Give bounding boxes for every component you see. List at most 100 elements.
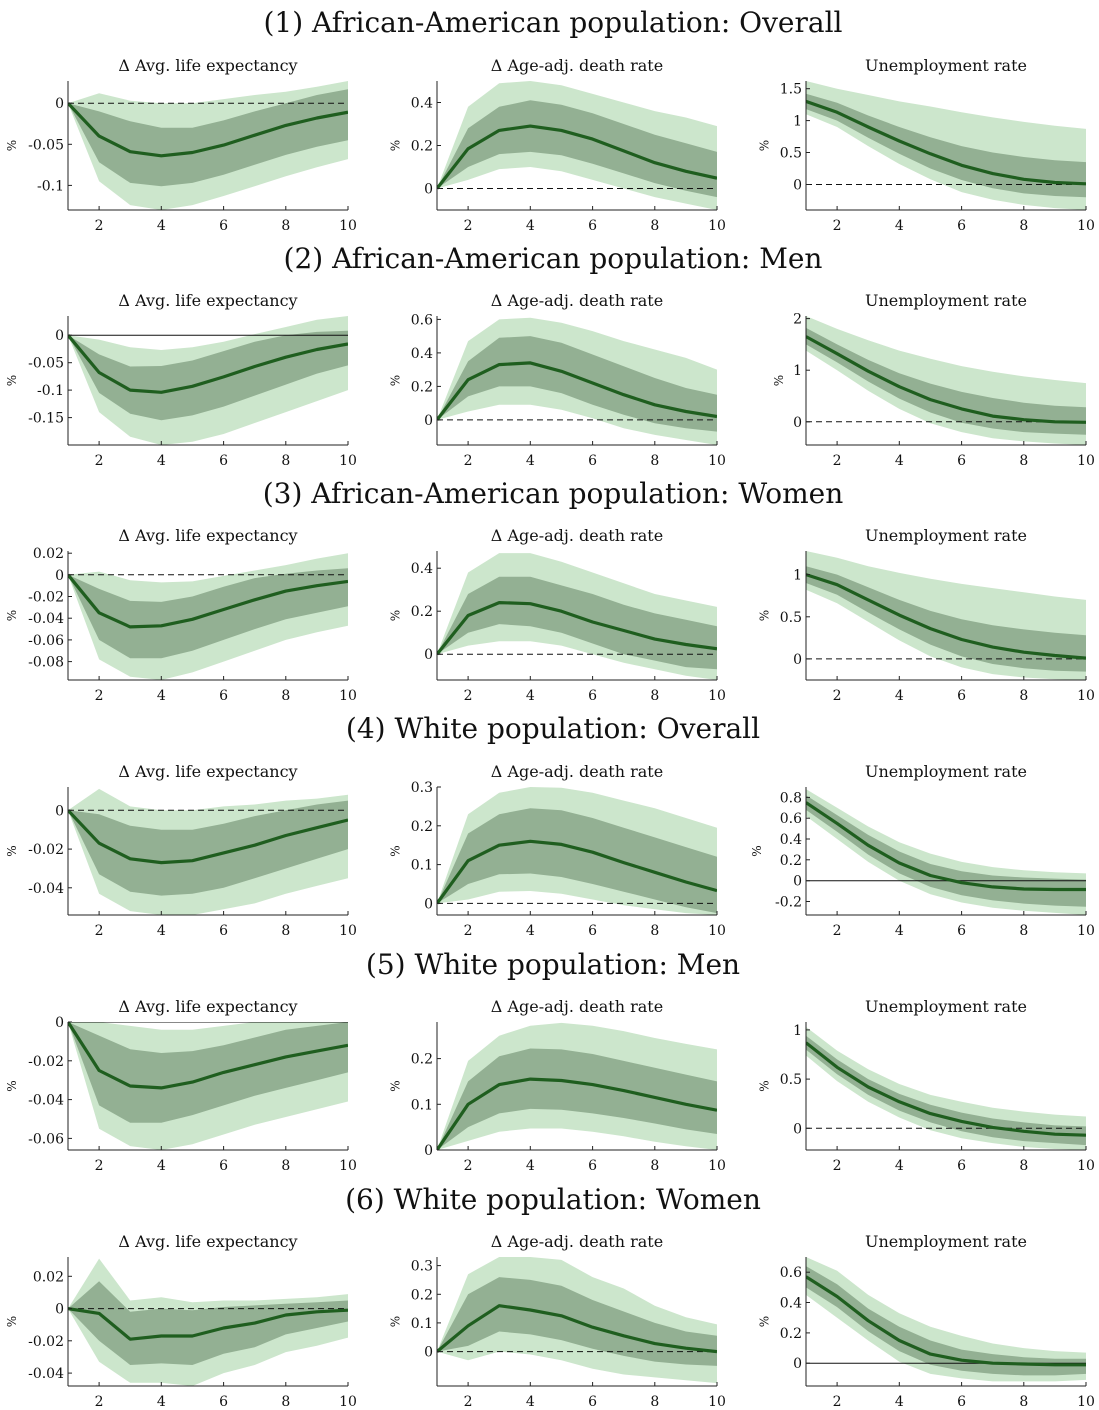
y-tick-label: 0.5 xyxy=(780,610,802,626)
chart-title: Unemployment rate xyxy=(865,291,1027,310)
x-tick-label: 4 xyxy=(526,923,535,939)
y-axis-label: % xyxy=(5,375,19,386)
x-tick-label: 8 xyxy=(281,218,290,234)
y-tick-label: 0 xyxy=(55,1015,64,1031)
y-tick-label: 2 xyxy=(793,312,802,328)
x-tick-label: 4 xyxy=(895,1394,904,1410)
plot-area xyxy=(68,553,348,680)
y-tick-label: 0 xyxy=(793,415,802,431)
y-tick-label: 0 xyxy=(55,96,64,112)
x-tick-label: 6 xyxy=(957,218,966,234)
plot-area xyxy=(437,317,717,445)
y-tick-label: -0.02 xyxy=(28,590,64,606)
x-tick-label: 8 xyxy=(281,1158,290,1174)
x-tick-label: 4 xyxy=(895,1158,904,1174)
x-tick-label: 2 xyxy=(95,923,104,939)
y-tick-label: 0.2 xyxy=(411,1287,433,1303)
confidence-band-inner xyxy=(806,566,1086,672)
chart-panel-3-3: 2 4 6 8 10 0 0.5 1% Unemployment rate xyxy=(757,526,1095,704)
response-line xyxy=(806,1275,1086,1367)
x-tick-label: 6 xyxy=(219,1158,228,1174)
chart-panel-4-1: 2 4 6 8 10 0 -0.02 -0.04% Δ Avg. life expectancy xyxy=(5,762,357,939)
chart-panel-1-2: 2 4 6 8 10 0 0.2 0.4% Δ Age-adj. death rate xyxy=(388,56,726,234)
y-axis-label: % xyxy=(388,375,402,386)
y-tick-label: 0.1 xyxy=(411,858,433,874)
x-tick-label: 4 xyxy=(157,1394,166,1410)
y-tick-label: 0.2 xyxy=(411,379,433,395)
y-tick-label: -0.02 xyxy=(28,1054,64,1070)
x-tick-label: 2 xyxy=(464,1394,473,1410)
plot-area xyxy=(437,1022,717,1150)
x-tick-label: 2 xyxy=(833,218,842,234)
x-tick-label: 4 xyxy=(157,688,166,704)
plot-area xyxy=(68,81,348,210)
chart-title: Unemployment rate xyxy=(865,997,1027,1016)
chart-panel-3-1: 2 4 6 8 10 0.02 0 -0.02 -0.04 -0.06 -0.08% Δ Avg. l… xyxy=(5,526,357,704)
x-tick-label: 10 xyxy=(339,1394,357,1410)
x-tick-label: 2 xyxy=(95,1158,104,1174)
x-tick-label: 4 xyxy=(157,453,166,469)
y-tick-label: 1 xyxy=(793,114,802,130)
y-tick-label: 0.5 xyxy=(780,146,802,162)
y-tick-label: 0.2 xyxy=(411,819,433,835)
y-tick-label: 0 xyxy=(793,1356,802,1372)
chart-panel-2-2: 2 4 6 8 10 0 0.2 0.4 0.6% Δ Age-adj. death rate xyxy=(388,291,726,469)
y-axis-label: % xyxy=(5,845,19,856)
x-tick-label: 8 xyxy=(281,923,290,939)
chart-title: Unemployment rate xyxy=(865,526,1027,545)
x-tick-label: 2 xyxy=(95,688,104,704)
y-tick-label: 0 xyxy=(55,328,64,344)
x-tick-label: 8 xyxy=(1019,1158,1028,1174)
y-tick-label: -0.15 xyxy=(28,411,64,427)
response-line xyxy=(806,801,1086,892)
x-tick-label: 2 xyxy=(833,923,842,939)
x-tick-label: 8 xyxy=(1019,1394,1028,1410)
response-line xyxy=(437,839,717,905)
y-axis-label: % xyxy=(388,1316,402,1327)
x-tick-label: 8 xyxy=(1019,688,1028,704)
x-tick-label: 10 xyxy=(339,1158,357,1174)
x-tick-label: 2 xyxy=(833,453,842,469)
response-line xyxy=(68,334,348,394)
y-tick-label: 0 xyxy=(55,803,64,819)
chart-panel-6-2: 2 4 6 8 10 0 0.1 0.2 0.3% Δ Age-adj. death rate xyxy=(388,1232,726,1410)
x-tick-label: 10 xyxy=(708,688,726,704)
y-axis-label: % xyxy=(5,610,19,621)
chart-title: Unemployment rate xyxy=(865,1232,1027,1251)
plot-area xyxy=(68,316,348,445)
chart-panel-5-3: 2 4 6 8 10 1 0.5 0% Unemployment rate xyxy=(757,997,1095,1174)
chart-title: Δ Age-adj. death rate xyxy=(491,762,663,781)
confidence-band-inner xyxy=(68,1281,348,1365)
x-tick-label: 10 xyxy=(708,453,726,469)
x-tick-label: 4 xyxy=(157,923,166,939)
x-tick-label: 6 xyxy=(219,1394,228,1410)
y-axis-label: % xyxy=(388,140,402,151)
chart-panel-1-1: 2 4 6 8 10 0 -0.05 -0.1% Δ Avg. life expectancy xyxy=(5,56,357,234)
x-tick-label: 4 xyxy=(895,688,904,704)
y-tick-label: 0.3 xyxy=(411,780,433,796)
y-axis-label: % xyxy=(388,1080,402,1091)
confidence-band-outer xyxy=(806,1257,1086,1382)
chart-title: Unemployment rate xyxy=(865,56,1027,75)
y-tick-label: 0.6 xyxy=(780,811,802,827)
chart-title: Δ Avg. life expectancy xyxy=(118,762,297,781)
x-tick-label: 2 xyxy=(833,1394,842,1410)
x-tick-label: 8 xyxy=(650,453,659,469)
confidence-band-inner xyxy=(437,336,717,432)
x-tick-label: 6 xyxy=(588,923,597,939)
chart-panel-1-3: 2 4 6 8 10 0 0.5 1 1.5% Unemployment rate xyxy=(757,56,1095,234)
y-tick-label: 0 xyxy=(424,647,433,663)
plot-area xyxy=(806,1257,1086,1382)
chart-title: Δ Avg. life expectancy xyxy=(118,56,297,75)
chart-panel-5-1: 2 4 6 8 10 0 -0.02 -0.04 -0.06% Δ Avg. life expec… xyxy=(5,997,357,1174)
row-title-6: (6) White population: Women xyxy=(345,1183,761,1216)
chart-panel-2-1: 2 4 6 8 10 0 -0.05 -0.1 -0.15% Δ Avg. life expect… xyxy=(5,291,357,469)
x-tick-label: 8 xyxy=(1019,923,1028,939)
x-tick-label: 10 xyxy=(708,1394,726,1410)
y-tick-label: -0.04 xyxy=(28,1093,64,1109)
y-tick-label: -0.04 xyxy=(28,611,64,627)
x-tick-label: 10 xyxy=(708,923,726,939)
response-line xyxy=(68,1307,348,1341)
x-tick-label: 4 xyxy=(526,218,535,234)
